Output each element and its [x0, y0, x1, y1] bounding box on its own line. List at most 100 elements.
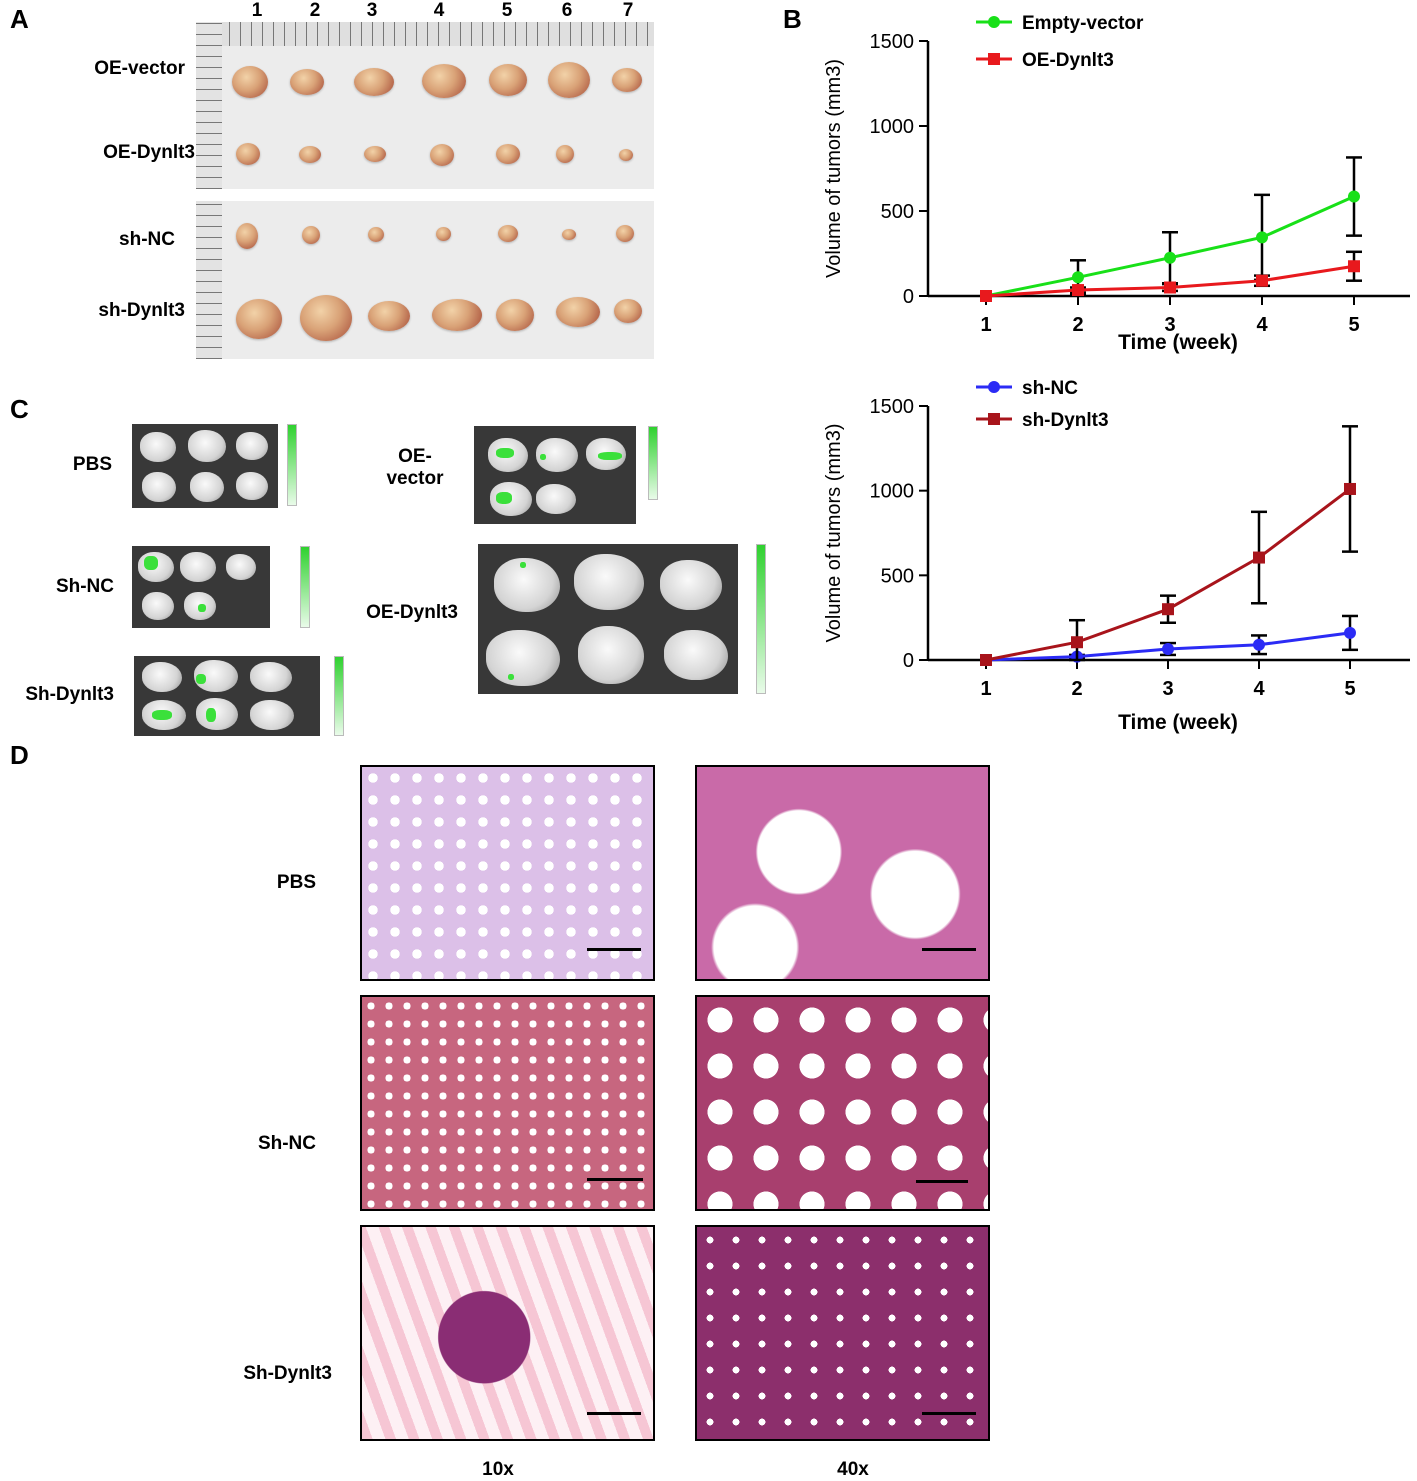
- histology-row-label-sh-dynlt3: Sh-Dynlt3: [243, 1363, 332, 1384]
- tumor: [430, 144, 454, 166]
- tumor: [300, 295, 352, 341]
- data-point: [1071, 636, 1083, 649]
- data-point: [1253, 551, 1265, 564]
- x-tick-label: 5: [1344, 678, 1355, 700]
- lung: [578, 626, 644, 684]
- imaging-sh-nc: [132, 546, 270, 628]
- tumor: [232, 66, 268, 98]
- histology-sh-nc-10x: [360, 995, 655, 1211]
- lung: [250, 700, 294, 730]
- tumor: [616, 225, 634, 242]
- x-tick-label: 2: [1071, 678, 1082, 700]
- lung: [190, 472, 224, 502]
- x-tick-label: 5: [1348, 314, 1359, 336]
- fluorescent-spot: [540, 454, 546, 460]
- y-axis-label: Volume of tumors (mm3): [823, 59, 845, 278]
- data-point: [1164, 251, 1176, 264]
- label-oe-vector-line1: OE-: [398, 446, 432, 467]
- column-label-5: 5: [501, 0, 513, 21]
- data-point: [1253, 638, 1265, 651]
- tumor: [562, 229, 576, 240]
- scale-bar: [916, 1180, 968, 1183]
- lung: [236, 472, 268, 500]
- tumor: [302, 226, 320, 244]
- tumor: [364, 146, 386, 162]
- data-point: [1344, 482, 1356, 495]
- scale-bar: [922, 948, 976, 951]
- lung: [250, 662, 292, 692]
- panel-label-a: A: [10, 4, 29, 34]
- label-oe-vector: OE-vector: [360, 446, 470, 490]
- label-pbs: PBS: [72, 454, 112, 475]
- scale-bar: [922, 1412, 976, 1415]
- tumor-photo-knockdown: [196, 201, 654, 359]
- x-tick-label: 4: [1253, 678, 1265, 700]
- scale-bar: [587, 1178, 643, 1181]
- label-oe-dynlt3: OE-Dynlt3: [366, 602, 458, 623]
- imaging-sh-dynlt3: [134, 656, 320, 736]
- tumor: [489, 64, 527, 96]
- label-sh-nc: Sh-NC: [55, 576, 114, 597]
- lung: [142, 472, 176, 502]
- lung: [142, 662, 182, 692]
- series-sh-Dynlt3: [980, 425, 1358, 666]
- y-tick-label: 1500: [870, 31, 915, 53]
- x-axis-label: Time (week): [1118, 331, 1238, 354]
- imaging-oe-dynlt3: [478, 544, 738, 694]
- y-tick-label: 1500: [870, 396, 915, 418]
- data-point: [1256, 274, 1268, 287]
- histology-row-label-pbs: PBS: [276, 872, 316, 893]
- x-tick-label: 1: [980, 314, 991, 336]
- panel-label-d: D: [10, 740, 29, 770]
- tumor-volume-chart-overexpression: 0 500 1000 1500 1 2 3 4 5 Time (week) Volume of tu…: [823, 13, 1410, 354]
- magnification-10x: 10x: [482, 1459, 514, 1480]
- fluorescent-spot: [520, 562, 526, 568]
- data-point: [1256, 231, 1268, 244]
- x-axis-label: Time (week): [1118, 711, 1238, 734]
- series-OE-Dynlt3: [980, 250, 1362, 302]
- lung: [486, 630, 560, 686]
- row-label-oe-vector: OE-vector: [94, 58, 185, 79]
- column-label-4: 4: [433, 0, 445, 21]
- tumor: [422, 64, 466, 98]
- histology-sh-dynlt3-40x: [695, 1225, 990, 1441]
- data-point: [1348, 190, 1360, 203]
- lung: [664, 630, 728, 680]
- imaging-pbs: [132, 424, 278, 508]
- lung: [660, 560, 722, 610]
- tumor-photo-overexpression: [196, 22, 654, 189]
- fluorescence-scale: [648, 426, 658, 500]
- histology-pbs-40x: [695, 765, 990, 981]
- tumor-volume-chart-knockdown: 0 500 1000 1500 1 2 3 4 5 Time (week) Volume of tu…: [823, 378, 1410, 734]
- column-label-3: 3: [366, 0, 378, 21]
- tumor: [548, 62, 590, 98]
- tumor: [299, 146, 321, 163]
- legend-label: Empty-vector: [1022, 13, 1144, 34]
- fluorescent-spot: [144, 556, 158, 570]
- data-point: [1348, 260, 1360, 273]
- legend-marker: [988, 413, 1000, 425]
- legend-marker: [988, 381, 1000, 393]
- tumor: [354, 68, 394, 96]
- ruler: [196, 22, 222, 189]
- y-tick-label: 0: [903, 650, 914, 672]
- tumor: [432, 299, 482, 331]
- y-tick-label: 1000: [870, 481, 915, 503]
- x-tick-label: 2: [1072, 314, 1083, 336]
- tumor: [614, 299, 642, 323]
- data-point: [1162, 642, 1174, 655]
- legend-marker: [988, 16, 1000, 28]
- row-label-sh-dynlt3: sh-Dynlt3: [98, 300, 185, 321]
- series-line: [985, 487, 1351, 662]
- tumor: [290, 69, 324, 95]
- y-axis-label: Volume of tumors (mm3): [823, 424, 845, 643]
- histology-sh-nc-40x: [695, 995, 990, 1211]
- fluorescence-scale: [334, 656, 344, 736]
- tumor: [498, 225, 518, 242]
- y-tick-label: 500: [881, 201, 914, 223]
- fluorescent-spot: [496, 492, 512, 504]
- scale-bar: [587, 1412, 641, 1415]
- histology-sh-dynlt3-10x: [360, 1225, 655, 1441]
- tumor: [612, 68, 642, 92]
- tumor: [496, 299, 534, 331]
